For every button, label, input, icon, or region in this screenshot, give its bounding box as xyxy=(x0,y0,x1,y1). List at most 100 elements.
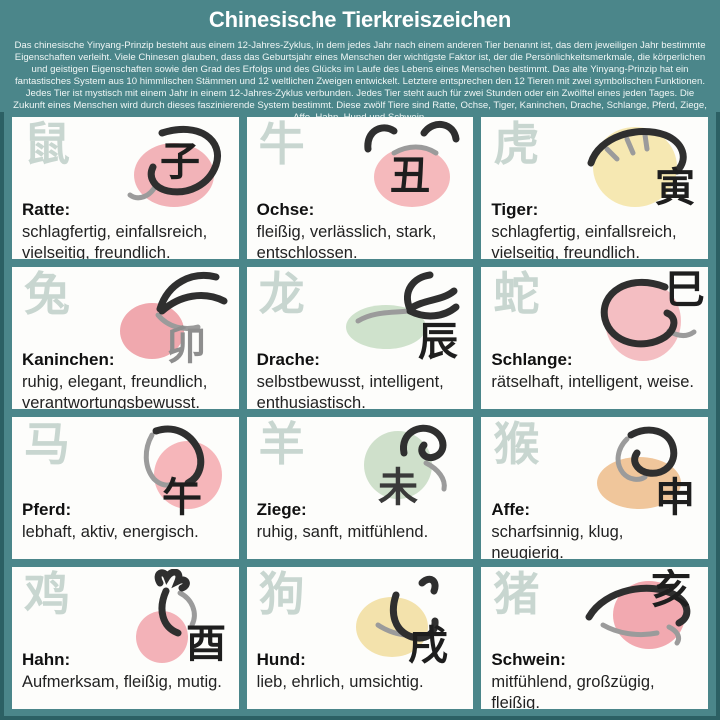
hanzi-ghost-character: 龙 xyxy=(258,268,305,320)
brush-stroke-dark xyxy=(404,271,460,320)
color-blob xyxy=(364,431,433,499)
tiger-ink-illustration: 寅 xyxy=(587,127,695,211)
branch-character: 卯 xyxy=(166,323,206,369)
snake-ink-illustration: 巳 xyxy=(600,269,705,361)
animal-name-label: Hahn: xyxy=(22,650,71,669)
animal-name-label: Drache: xyxy=(256,350,320,369)
zodiac-card-affe: 猴 申 Affe: scharfsinnig, klug, neugierig. xyxy=(481,417,708,559)
animal-traits-text: selbstbewusst, intelligent, enthusiastis… xyxy=(256,373,444,409)
card-art-area: 羊 未 xyxy=(247,417,474,511)
pig-ink-illustration: 亥 xyxy=(585,569,691,649)
brush-stroke-light xyxy=(391,144,439,156)
card-art-area: 兔 卯 xyxy=(12,267,239,369)
hanzi-ghost-character: 牛 xyxy=(258,118,305,170)
hanzi-ghost-character: 狗 xyxy=(258,568,305,620)
zodiac-card-grid: 鼠 子 Ratte: schlagfertig, einfallsreich, … xyxy=(12,117,708,709)
animal-name-label: Ziege: xyxy=(256,500,307,519)
branch-character: 子 xyxy=(160,139,200,185)
card-art-area: 猴 申 xyxy=(481,417,708,519)
branch-character: 未 xyxy=(378,465,418,511)
zodiac-card-ziege: 羊 未 Ziege: ruhig, sanft, mitfühlend. xyxy=(246,417,474,559)
branch-character: 申 xyxy=(655,475,695,519)
card-art-area: 龙 辰 xyxy=(247,267,474,365)
hanzi-ghost-character: 猪 xyxy=(493,568,540,620)
header: Chinesische Tierkreiszeichen Das chinesi… xyxy=(0,0,720,123)
hanzi-ghost-character: 虎 xyxy=(493,118,540,170)
animal-name-label: Kaninchen: xyxy=(22,350,115,369)
dog-ink-illustration: 戌 xyxy=(356,575,448,669)
brush-stroke-dark xyxy=(154,569,190,637)
card-art-area: 蛇 巳 xyxy=(481,267,708,361)
animal-traits-text: lieb, ehrlich, umsichtig. xyxy=(256,673,424,692)
animal-traits-text: Aufmerksam, fleißig, mutig. xyxy=(22,673,222,692)
animal-name-label: Tiger: xyxy=(491,200,539,219)
card-grid-frame: 鼠 子 Ratte: schlagfertig, einfallsreich, … xyxy=(0,112,720,720)
card-art-area: 虎 寅 xyxy=(481,117,708,211)
zodiac-card-schlange: 蛇 巳 Schlange: rätselhaft, intelligent, w… xyxy=(481,267,708,409)
brush-stroke-light xyxy=(177,590,197,628)
animal-traits-text: rätselhaft, intelligent, weise. xyxy=(491,373,695,392)
brush-stroke-dark xyxy=(147,125,221,196)
card-art-area: 狗 戌 xyxy=(247,567,474,669)
brush-stroke-dark xyxy=(156,272,228,315)
page-title: Chinesische Tierkreiszeichen xyxy=(208,7,512,32)
brush-stroke-light xyxy=(423,460,448,492)
hanzi-ghost-character: 猴 xyxy=(493,418,540,470)
hanzi-ghost-character: 兔 xyxy=(24,268,70,320)
ox-ink-illustration: 丑 xyxy=(364,121,460,207)
goat-ink-illustration: 未 xyxy=(364,424,448,511)
rabbit-ink-illustration: 卯 xyxy=(119,272,228,369)
card-art-area: 鸡 酉 xyxy=(12,567,239,667)
branch-character: 丑 xyxy=(390,153,430,199)
animal-name-label: Ratte: xyxy=(22,200,71,219)
zodiac-card-ratte: 鼠 子 Ratte: schlagfertig, einfallsreich, … xyxy=(12,117,239,259)
brush-stroke-dark xyxy=(400,424,447,462)
brush-stroke-dark xyxy=(364,121,460,153)
brush-stroke-light xyxy=(615,436,648,482)
brush-stroke-light xyxy=(600,622,682,646)
card-art-area: 牛 丑 xyxy=(247,117,474,207)
hanzi-ghost-character: 羊 xyxy=(258,418,305,470)
zodiac-card-kaninchen: 兔 卯 Kaninchen: ruhig, elegant, freundlic… xyxy=(12,267,239,409)
intro-paragraph: Das chinesische Yinyang-Prinzip besteht … xyxy=(13,40,707,123)
hanzi-ghost-character: 鸡 xyxy=(24,568,70,620)
color-blob xyxy=(356,597,429,657)
brush-stroke-dark xyxy=(585,584,691,627)
animal-traits-text: ruhig, sanft, mitfühlend. xyxy=(256,523,429,542)
card-art-area: 鼠 子 xyxy=(12,117,239,207)
animal-traits-text: ruhig, elegant, freundlich, verantwortun… xyxy=(22,373,208,409)
color-blob xyxy=(593,127,677,207)
brush-stroke-light xyxy=(155,312,201,331)
animal-traits-text: schlagfertig, einfallsreich, vielseitig,… xyxy=(22,223,208,259)
brush-stroke-dark xyxy=(627,426,678,477)
rooster-ink-illustration: 酉 xyxy=(135,569,226,667)
animal-traits-text: schlagfertig, einfallsreich, vielseitig,… xyxy=(491,223,677,259)
brush-stroke-dark xyxy=(152,425,204,487)
color-blob xyxy=(135,611,188,663)
rat-ink-illustration: 子 xyxy=(127,125,221,207)
hanzi-ghost-character: 鼠 xyxy=(24,118,70,170)
card-art-area: 马 午 xyxy=(12,417,239,519)
card-art-area: 猪 亥 xyxy=(481,567,708,649)
animal-name-label: Schwein: xyxy=(491,650,566,669)
animal-name-label: Hund: xyxy=(256,650,306,669)
zodiac-card-pferd: 马 午 Pferd: lebhaft, aktiv, energisch. xyxy=(12,417,239,559)
color-blob xyxy=(153,441,222,509)
branch-character: 巳 xyxy=(665,269,705,313)
animal-name-label: Schlange: xyxy=(491,350,573,369)
animal-name-label: Pferd: xyxy=(22,500,72,519)
hanzi-ghost-character: 马 xyxy=(24,418,70,470)
hanzi-ghost-character: 蛇 xyxy=(493,268,540,320)
animal-traits-text: mitfühlend, großzügig, fleißig. xyxy=(491,673,655,709)
branch-character: 辰 xyxy=(418,319,458,365)
zodiac-card-tiger: 虎 寅 Tiger: schlagfertig, einfallsreich, … xyxy=(481,117,708,259)
color-blob xyxy=(119,303,184,359)
dragon-ink-illustration: 辰 xyxy=(346,271,460,365)
zodiac-card-drache: 龙 辰 Drache: selbstbewusst, intelligent, … xyxy=(246,267,474,409)
branch-character: 寅 xyxy=(655,165,695,211)
brush-stroke-dark xyxy=(600,279,678,348)
branch-character: 亥 xyxy=(651,569,691,613)
monkey-ink-illustration: 申 xyxy=(597,426,695,519)
brush-stroke-light xyxy=(143,432,177,488)
